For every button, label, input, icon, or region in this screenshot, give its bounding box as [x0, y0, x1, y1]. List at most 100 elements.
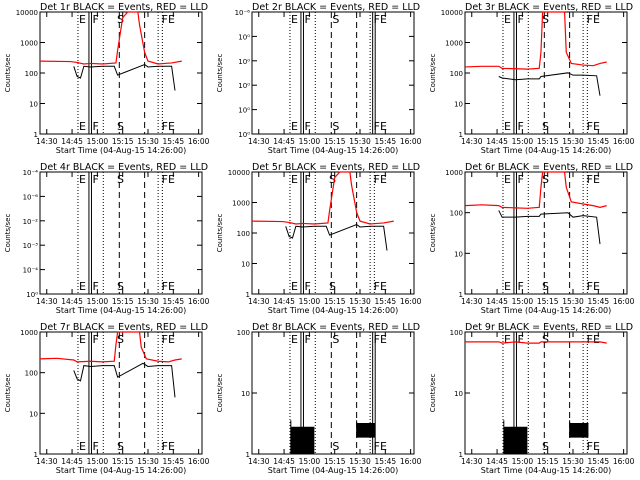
y-tick-label: 1000: [20, 329, 38, 337]
x-axis-label: Start Time (04-Aug-15 14:26:00): [481, 466, 612, 475]
x-tick-label: 14:30: [461, 457, 483, 466]
panel-title: Det 8r BLACK = Events, RED = LLD: [252, 322, 420, 333]
y-tick-label: 10⁰: [238, 131, 250, 139]
y-axis-label: Counts/sec: [429, 214, 437, 253]
x-tick-label: 16:00: [400, 457, 422, 466]
lld-series: [39, 331, 182, 363]
x-tick-label: 15:45: [375, 297, 397, 306]
marker-label-top: E: [291, 13, 298, 26]
marker-label-bottom: FE: [374, 440, 387, 453]
marker-label-bottom: FE: [162, 440, 175, 453]
marker-label-top: F: [304, 173, 310, 186]
y-tick-label: 10: [454, 250, 463, 258]
x-tick-label: 15:15: [537, 457, 559, 466]
y-tick-label: 10⁰: [238, 82, 250, 90]
y-axis-label: Counts/sec: [4, 54, 12, 93]
y-tick-label: 1: [459, 131, 463, 139]
marker-label-bottom: S: [332, 440, 339, 453]
x-tick-label: 15:45: [163, 137, 185, 146]
plot-frame: [251, 11, 415, 135]
x-tick-label: 14:30: [36, 457, 58, 466]
events-series: [285, 223, 388, 251]
x-tick-label: 14:45: [61, 457, 83, 466]
marker-label-bottom: S: [117, 440, 124, 453]
marker-label-bottom: S: [542, 440, 549, 453]
x-tick-label: 15:00: [299, 137, 321, 146]
x-tick-label: 14:45: [273, 137, 295, 146]
x-tick-label: 16:00: [400, 297, 422, 306]
panel-title: Det 3r BLACK = Events, RED = LLD: [465, 2, 633, 13]
x-tick-label: 15:30: [562, 457, 584, 466]
x-tick-label: 15:45: [588, 457, 610, 466]
y-tick-label: 10: [454, 101, 463, 109]
events-series: [290, 426, 315, 455]
marker-label-bottom: F: [517, 280, 523, 293]
marker-label-bottom: S: [542, 280, 549, 293]
marker-label-bottom: FE: [374, 120, 387, 133]
marker-label-top: S: [332, 13, 339, 26]
marker-label-bottom: S: [542, 120, 549, 133]
x-tick-label: 15:15: [112, 457, 134, 466]
marker-label-bottom: FE: [587, 120, 600, 133]
events-series: [73, 362, 176, 398]
marker-label-top: S: [117, 13, 124, 26]
marker-label-top: FE: [374, 333, 387, 346]
y-tick-label: 10000: [441, 9, 463, 17]
y-axis-label: Counts/sec: [216, 374, 224, 413]
y-tick-label: 10⁰: [238, 33, 250, 41]
plot-frame: [39, 331, 203, 455]
panel-5: Det 5r BLACK = Events, RED = LLD 1 10 100 10…: [216, 162, 422, 315]
panel-4: Det 4r BLACK = Events, RED = LLD 10⁰ 10⁻⁴ 1…: [4, 162, 210, 315]
marker-label-top: S: [329, 173, 336, 186]
panel-title: Det 1r BLACK = Events, RED = LLD: [40, 2, 208, 13]
y-tick-label: 10⁻⁶: [23, 193, 39, 201]
x-tick-label: 15:00: [87, 137, 109, 146]
x-tick-label: 14:45: [61, 297, 83, 306]
y-tick-label: 10: [241, 390, 250, 398]
y-tick-label: 10: [29, 101, 38, 109]
y-tick-label: 10⁻³: [23, 242, 39, 250]
plot-frame: [464, 171, 628, 295]
marker-label-top: E: [79, 173, 86, 186]
x-axis-label: Start Time (04-Aug-15 14:26:00): [481, 146, 612, 155]
y-tick-label: 100: [237, 329, 250, 337]
x-tick-label: 14:30: [36, 297, 58, 306]
panel-title: Det 5r BLACK = Events, RED = LLD: [252, 162, 420, 173]
marker-label-bottom: FE: [587, 440, 600, 453]
marker-label-bottom: FE: [162, 120, 175, 133]
y-tick-label: 1000: [445, 40, 463, 48]
panel-title: Det 6r BLACK = Events, RED = LLD: [465, 162, 633, 173]
marker-label-top: F: [304, 333, 310, 346]
x-tick-label: 15:30: [349, 137, 371, 146]
marker-label-top: F: [92, 333, 98, 346]
y-tick-label: 10000: [228, 169, 250, 177]
panel-2: Det 2r BLACK = Events, RED = LLD 10⁰ 10⁰ 10…: [216, 2, 422, 155]
y-tick-label: 10⁰: [238, 107, 250, 115]
marker-label-bottom: S: [329, 280, 336, 293]
x-tick-label: 15:15: [324, 457, 346, 466]
y-tick-label: 1000: [20, 40, 38, 48]
x-tick-label: 15:15: [112, 297, 134, 306]
panel-7: Det 7r BLACK = Events, RED = LLD 1 10 100 10…: [4, 322, 210, 475]
x-tick-label: 14:45: [273, 297, 295, 306]
x-tick-label: 15:30: [137, 457, 159, 466]
y-tick-label: 1: [459, 451, 463, 459]
y-tick-label: 1000: [232, 200, 250, 208]
x-tick-label: 15:30: [349, 297, 371, 306]
y-axis-label: Counts/sec: [4, 374, 12, 413]
y-tick-label: 100: [450, 70, 463, 78]
plot-frame: [464, 11, 628, 135]
marker-label-bottom: S: [117, 120, 124, 133]
x-axis-label: Start Time (04-Aug-15 14:26:00): [268, 466, 399, 475]
x-tick-label: 15:15: [324, 297, 346, 306]
y-tick-label: 10: [454, 390, 463, 398]
marker-label-top: S: [332, 333, 339, 346]
panel-title: Det 4r BLACK = Events, RED = LLD: [40, 162, 208, 173]
x-tick-label: 15:30: [137, 137, 159, 146]
y-tick-label: 100: [450, 329, 463, 337]
marker-label-top: F: [304, 13, 310, 26]
x-tick-label: 14:30: [248, 457, 270, 466]
x-tick-label: 16:00: [188, 457, 210, 466]
y-tick-label: 10: [29, 410, 38, 418]
x-tick-label: 15:00: [87, 297, 109, 306]
